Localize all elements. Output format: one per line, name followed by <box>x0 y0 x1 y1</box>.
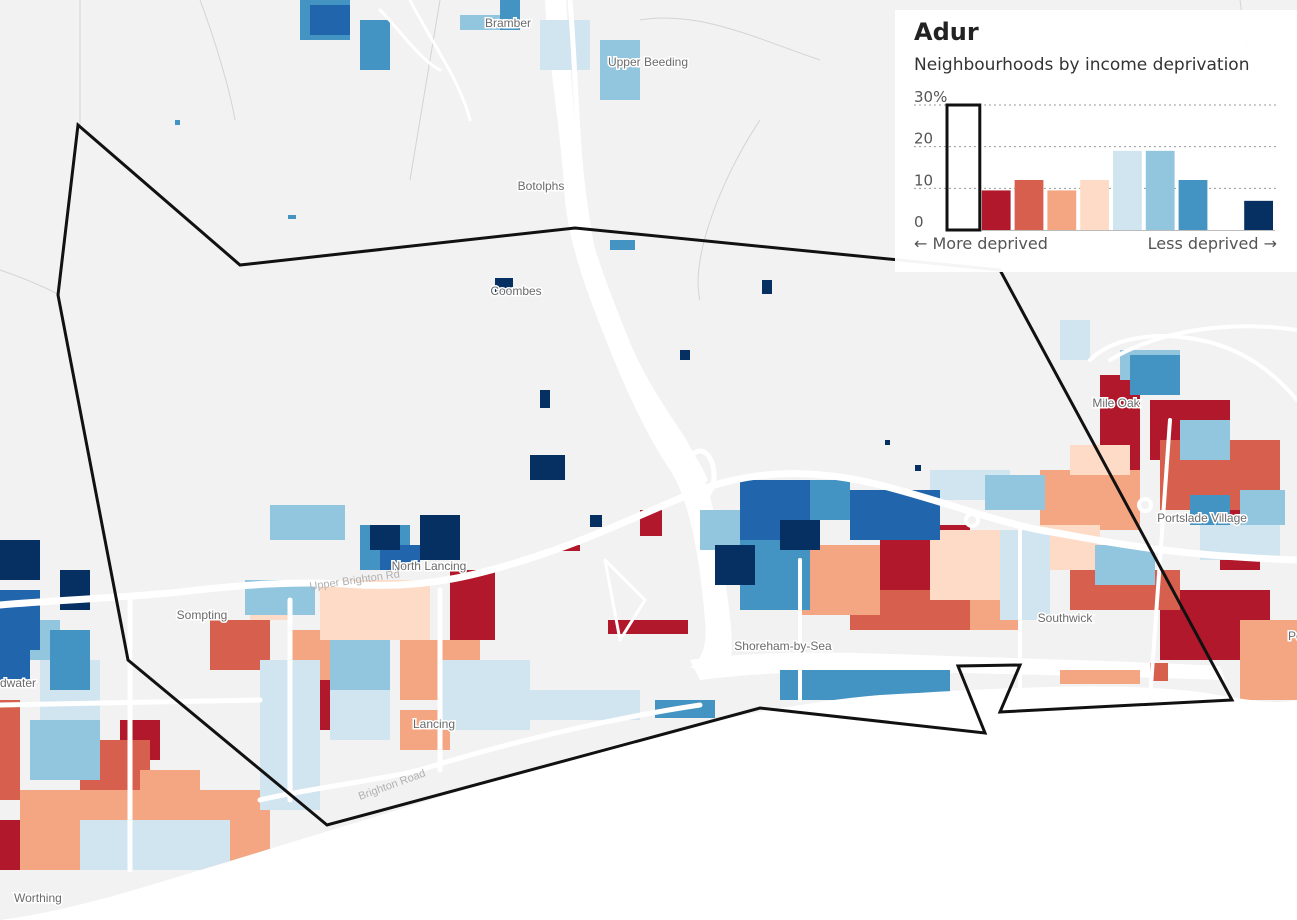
histogram-bar-decile-8[interactable] <box>1178 180 1208 230</box>
selected-decile-outline <box>945 103 982 232</box>
histogram-bar-decile-4[interactable] <box>1047 190 1077 230</box>
histogram-grid <box>914 104 1277 189</box>
adur-boundary <box>56 122 1235 827</box>
place-label: Botolphs <box>518 179 565 193</box>
housing-blocks <box>0 0 1297 870</box>
place-label: Lancing <box>413 717 455 731</box>
more-deprived-label: ← More deprived <box>914 234 1048 253</box>
histogram-bar-decile-7[interactable] <box>1145 150 1175 230</box>
place-labels: Bramber Upper Beeding Botolphs Coombes North… <box>0 15 1297 907</box>
place-label: Coombes <box>490 284 541 298</box>
place-label: Shoreham-by-Sea <box>734 639 832 653</box>
place-label: Mile Oak <box>1092 396 1140 410</box>
histogram-ticks: 0 10 20 30% <box>914 88 947 231</box>
place-label: Sompting <box>177 608 228 622</box>
place-label: Upper Beeding <box>608 55 688 69</box>
histogram-bars <box>981 150 1273 230</box>
histogram-bar-decile-3[interactable] <box>1014 180 1044 230</box>
y-tick-label: 20 <box>914 130 933 148</box>
place-label: Bramber <box>485 16 531 30</box>
river-adur <box>545 0 732 668</box>
place-label: Portsl <box>1288 629 1297 643</box>
place-label: Worthing <box>14 891 62 905</box>
histogram-bar-decile-10[interactable] <box>1244 200 1273 230</box>
less-deprived-label: Less deprived → <box>1148 234 1277 253</box>
place-label: Portslade Village <box>1157 511 1247 525</box>
place-label: dwater <box>0 676 36 690</box>
deprivation-histogram[interactable]: 0 10 20 30% ← More deprived Less deprived → <box>895 82 1297 272</box>
histogram-bar-decile-5[interactable] <box>1080 180 1109 230</box>
legend-panel: Adur Neighbourhoods by income deprivatio… <box>895 10 1297 272</box>
place-label: Southwick <box>1038 611 1094 625</box>
y-tick-label: 30% <box>914 88 947 106</box>
histogram-bar-decile-2[interactable] <box>981 190 1011 230</box>
panel-subtitle: Neighbourhoods by income deprivation <box>914 55 1250 75</box>
y-tick-label: 0 <box>914 213 924 231</box>
place-label: North Lancing <box>392 559 467 573</box>
roads <box>0 0 1297 870</box>
y-tick-label: 10 <box>914 171 933 189</box>
histogram-bar-decile-6[interactable] <box>1113 150 1142 230</box>
panel-title: Adur <box>914 18 979 46</box>
